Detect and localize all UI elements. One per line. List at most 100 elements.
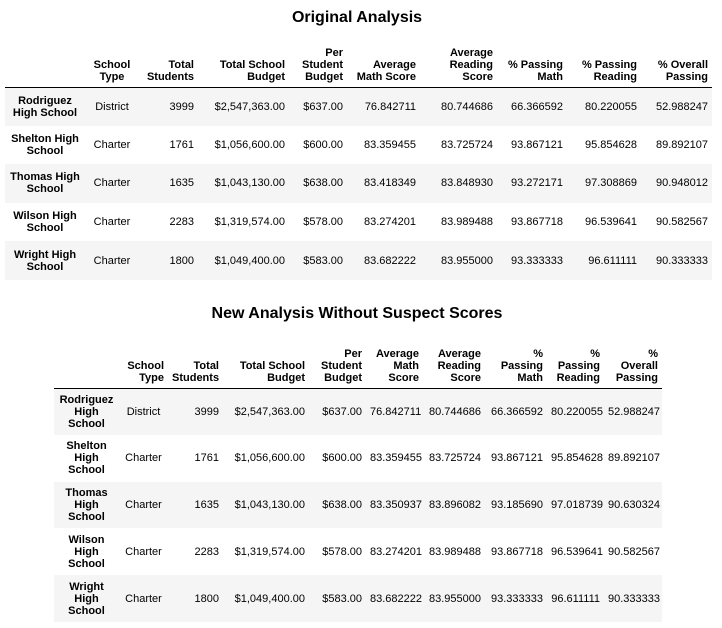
cell-per-student-budget: $638.00 [322, 498, 362, 511]
cell-school-type: Charter [93, 138, 131, 151]
cell-avg-reading: 83.955000 [429, 592, 481, 605]
cell-avg-math: 83.359455 [370, 452, 422, 465]
cell-pct-reading: 95.854628 [585, 138, 637, 151]
cell-total-budget: $1,043,130.00 [214, 177, 285, 190]
cell-avg-math: 83.682222 [370, 592, 422, 605]
cell-pct-overall: 90.333333 [608, 592, 660, 605]
cell-pct-reading: 80.220055 [585, 100, 637, 113]
cell-school-type: Charter [125, 545, 162, 558]
column-header-total-students: Total Students [172, 359, 220, 384]
cell-avg-math: 76.842711 [370, 405, 422, 418]
column-header-pct-reading: % Passing Reading [556, 347, 600, 384]
cell-per-student-budget: $578.00 [322, 545, 362, 558]
cell-pct-overall: 90.948012 [656, 177, 708, 190]
cell-pct-reading: 80.220055 [551, 405, 603, 418]
column-header-pct-overall: % Overall Passing [615, 347, 658, 384]
row-label: Shelton High School [66, 440, 107, 477]
column-header-total-budget: Total School Budget [239, 359, 305, 384]
column-header-per-student-budget: Per Student Budget [302, 46, 343, 83]
cell-pct-math: 93.867718 [511, 216, 563, 229]
cell-pct-reading: 95.854628 [551, 452, 603, 465]
cell-avg-reading: 80.744686 [441, 100, 493, 113]
cell-avg-reading: 83.896082 [429, 498, 481, 511]
row-label: Thomas High School [10, 171, 80, 196]
original-analysis-table: School Type Total Students Total School … [5, 40, 712, 280]
column-header-avg-reading: Average Reading Score [449, 46, 493, 83]
cell-per-student-budget: $600.00 [303, 138, 343, 151]
header-row: School Type Total Students Total School … [5, 40, 712, 87]
table-row: Shelton High School Charter 1761 $1,056,… [54, 435, 662, 482]
cell-pct-reading: 96.611111 [551, 592, 600, 605]
cell-pct-math: 93.185690 [491, 498, 543, 511]
cell-pct-math: 93.333333 [511, 254, 563, 267]
cell-per-student-budget: $583.00 [303, 254, 343, 267]
cell-avg-math: 83.682222 [364, 254, 416, 267]
cell-total-students: 1761 [169, 138, 194, 151]
table-row: Wright High School Charter 1800 $1,049,4… [54, 575, 662, 622]
cell-total-students: 1800 [169, 254, 194, 267]
cell-pct-overall: 90.582567 [608, 545, 660, 558]
table-row: Wilson High School Charter 2283 $1,319,5… [5, 203, 712, 242]
cell-avg-reading: 83.955000 [441, 254, 493, 267]
cell-per-student-budget: $638.00 [303, 177, 343, 190]
cell-pct-reading: 97.308869 [585, 177, 637, 190]
cell-per-student-budget: $578.00 [303, 216, 343, 229]
column-header-pct-math: % Passing Math [500, 347, 543, 384]
cell-avg-reading: 83.848930 [441, 177, 493, 190]
cell-pct-math: 93.867121 [511, 138, 563, 151]
table-row: Rodriguez High School District 3999 $2,5… [5, 87, 712, 126]
cell-school-type: Charter [93, 177, 131, 190]
column-header-avg-math: Average Math Score [356, 58, 416, 83]
column-header-total-budget: Total School Budget [219, 58, 285, 83]
cell-pct-reading: 96.611111 [588, 254, 637, 267]
row-label: Rodriguez High School [59, 393, 114, 430]
column-header-pct-overall: % Overall Passing [657, 58, 708, 83]
table-row: Rodriguez High School District 3999 $2,5… [54, 388, 662, 435]
row-label: Rodriguez High School [12, 94, 78, 119]
cell-pct-reading: 96.539641 [585, 216, 637, 229]
cell-total-students: 1635 [169, 177, 194, 190]
cell-avg-math: 83.274201 [370, 545, 422, 558]
cell-pct-overall: 89.892107 [656, 138, 708, 151]
cell-total-students: 2283 [194, 545, 219, 558]
cell-total-budget: $2,547,363.00 [214, 100, 285, 113]
cell-total-budget: $1,049,400.00 [234, 592, 305, 605]
new-analysis-table: School Type Total Students Total School … [54, 336, 662, 622]
column-header-per-student-budget: Per Student Budget [321, 347, 362, 384]
row-label: Wright High School [68, 580, 105, 617]
cell-total-budget: $1,043,130.00 [234, 498, 305, 511]
cell-pct-reading: 96.539641 [551, 545, 603, 558]
cell-per-student-budget: $583.00 [322, 592, 362, 605]
column-header-total-students: Total Students [146, 58, 194, 83]
table-row: Shelton High School Charter 1761 $1,056,… [5, 126, 712, 165]
cell-avg-reading: 83.725724 [441, 138, 493, 151]
cell-school-type: Charter [125, 452, 162, 465]
cell-avg-math: 83.359455 [364, 138, 416, 151]
cell-total-budget: $1,056,600.00 [234, 452, 305, 465]
cell-total-budget: $1,049,400.00 [214, 254, 285, 267]
column-header-avg-reading: Average Reading Score [437, 347, 481, 384]
row-label: Thomas High School [65, 486, 108, 523]
column-header-school-type: School Type [127, 359, 164, 384]
cell-pct-math: 93.867121 [491, 452, 543, 465]
index-header [5, 40, 85, 87]
cell-avg-math: 76.842711 [364, 100, 416, 113]
cell-pct-overall: 90.333333 [656, 254, 708, 267]
cell-avg-reading: 83.989488 [441, 216, 493, 229]
cell-total-students: 2283 [169, 216, 194, 229]
cell-avg-reading: 83.989488 [429, 545, 481, 558]
column-header-pct-reading: % Passing Reading [581, 58, 637, 83]
cell-total-students: 1761 [194, 452, 219, 465]
cell-total-students: 3999 [194, 405, 219, 418]
cell-school-type: District [95, 100, 129, 113]
cell-pct-math: 93.867718 [491, 545, 543, 558]
table-row: Wright High School Charter 1800 $1,049,4… [5, 241, 712, 280]
cell-pct-math: 93.272171 [511, 177, 563, 190]
cell-pct-overall: 90.582567 [656, 216, 708, 229]
cell-school-type: Charter [125, 592, 162, 605]
cell-avg-math: 83.350937 [370, 498, 422, 511]
cell-total-budget: $2,547,363.00 [234, 405, 305, 418]
cell-total-budget: $1,319,574.00 [214, 216, 285, 229]
column-header-avg-math: Average Math Score [375, 347, 419, 384]
index-header [54, 336, 119, 388]
